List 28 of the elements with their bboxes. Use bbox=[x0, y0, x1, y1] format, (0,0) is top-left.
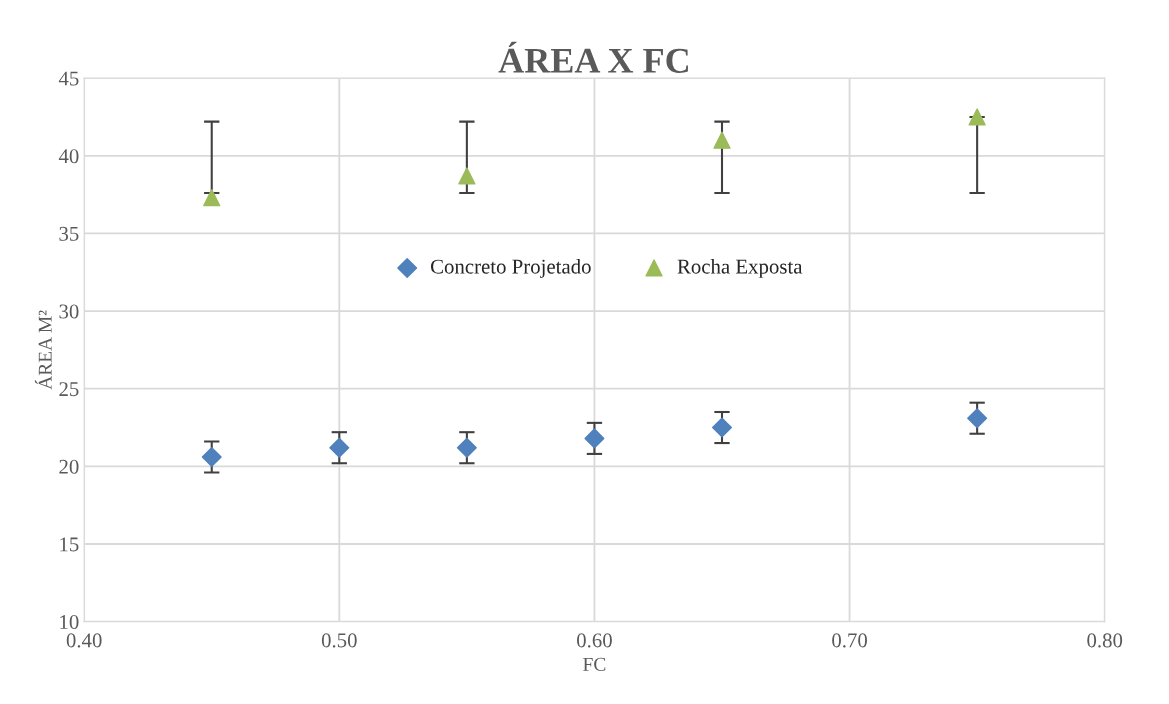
y-tick-label: 40 bbox=[58, 149, 79, 164]
x-tick-label: 0.40 bbox=[66, 633, 102, 648]
y-tick-label: 45 bbox=[58, 71, 79, 86]
point bbox=[329, 437, 350, 458]
point bbox=[456, 437, 477, 458]
y-tick-label: 25 bbox=[59, 382, 79, 397]
point bbox=[458, 167, 476, 185]
y-tick-label: 35 bbox=[59, 226, 79, 241]
chart-title: ÁREA X FC bbox=[498, 41, 688, 73]
y-tick-label: 10 bbox=[60, 615, 79, 630]
point bbox=[203, 189, 221, 207]
x-axis-title: FC bbox=[583, 657, 606, 671]
legend-label: Concreto Projetado bbox=[430, 258, 591, 278]
x-tick-label: 0.50 bbox=[321, 633, 357, 648]
point bbox=[711, 417, 733, 438]
x-tick-label: 0.80 bbox=[1087, 633, 1123, 648]
point bbox=[713, 131, 731, 149]
point bbox=[201, 447, 222, 468]
legend-label: Rocha Exposta bbox=[677, 258, 803, 278]
point bbox=[968, 108, 986, 126]
y-tick-label: 15 bbox=[60, 537, 79, 552]
x-tick-label: 0.70 bbox=[832, 633, 868, 648]
y-tick-label: 30 bbox=[59, 304, 79, 319]
point bbox=[584, 428, 605, 449]
x-tick-label: 0.60 bbox=[577, 633, 612, 648]
y-axis-title: ÁREA M² bbox=[34, 310, 52, 390]
point bbox=[967, 408, 988, 429]
y-tick-label: 20 bbox=[59, 459, 79, 474]
